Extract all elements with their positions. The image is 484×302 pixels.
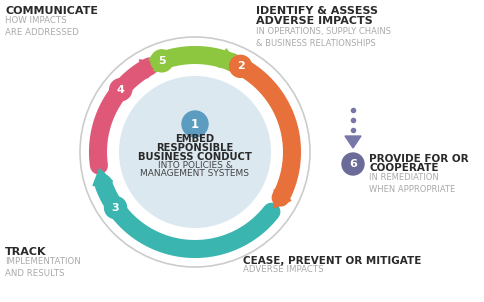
Text: 3: 3 bbox=[112, 203, 120, 213]
Polygon shape bbox=[218, 49, 236, 67]
Text: 2: 2 bbox=[237, 61, 244, 71]
Text: CEASE, PREVENT OR MITIGATE: CEASE, PREVENT OR MITIGATE bbox=[243, 256, 422, 266]
Text: ADVERSE IMPACTS: ADVERSE IMPACTS bbox=[256, 16, 373, 26]
Polygon shape bbox=[274, 190, 291, 208]
Circle shape bbox=[119, 76, 271, 228]
Text: 4: 4 bbox=[117, 85, 125, 95]
Circle shape bbox=[342, 153, 364, 175]
Text: ADVERSE IMPACTS: ADVERSE IMPACTS bbox=[243, 265, 324, 274]
Text: TRACK: TRACK bbox=[5, 247, 46, 257]
Text: HOW IMPACTS
ARE ADDRESSED: HOW IMPACTS ARE ADDRESSED bbox=[5, 16, 79, 37]
Circle shape bbox=[229, 55, 252, 77]
Text: IMPLEMENTATION
AND RESULTS: IMPLEMENTATION AND RESULTS bbox=[5, 257, 81, 278]
Text: BUSINESS CONDUCT: BUSINESS CONDUCT bbox=[138, 152, 252, 162]
Text: 1: 1 bbox=[191, 117, 199, 130]
Circle shape bbox=[105, 197, 126, 219]
Text: MANAGEMENT SYSTEMS: MANAGEMENT SYSTEMS bbox=[140, 169, 249, 178]
Circle shape bbox=[151, 50, 173, 72]
Text: IN REMEDIATION
WHEN APPROPRIATE: IN REMEDIATION WHEN APPROPRIATE bbox=[369, 173, 455, 194]
Text: COOPERATE: COOPERATE bbox=[369, 163, 439, 173]
Polygon shape bbox=[93, 169, 113, 186]
Circle shape bbox=[110, 79, 132, 101]
Polygon shape bbox=[345, 136, 361, 148]
Text: COMMUNICATE: COMMUNICATE bbox=[5, 6, 98, 16]
Text: EMBED: EMBED bbox=[175, 134, 214, 144]
Circle shape bbox=[182, 111, 208, 137]
Text: IN OPERATIONS, SUPPLY CHAINS
& BUSINESS RELATIONSHIPS: IN OPERATIONS, SUPPLY CHAINS & BUSINESS … bbox=[256, 27, 391, 48]
Text: RESPONSIBLE: RESPONSIBLE bbox=[156, 143, 234, 153]
Text: 6: 6 bbox=[349, 159, 357, 169]
Text: IDENTIFY & ASSESS: IDENTIFY & ASSESS bbox=[256, 6, 378, 16]
Text: 5: 5 bbox=[158, 56, 166, 66]
Text: PROVIDE FOR OR: PROVIDE FOR OR bbox=[369, 154, 469, 164]
Text: INTO POLICIES &: INTO POLICIES & bbox=[158, 162, 232, 171]
Polygon shape bbox=[139, 60, 157, 78]
